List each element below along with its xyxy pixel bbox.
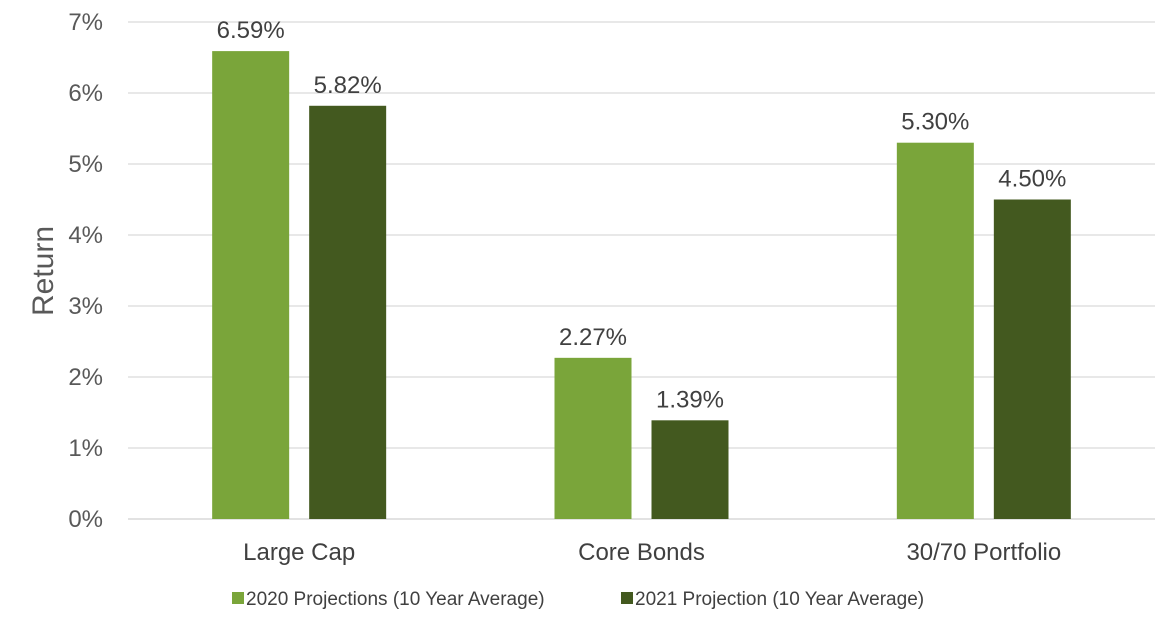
y-axis-ticks: 0% 1% 2% 3% 4% 5% 6% 7%: [68, 9, 103, 533]
bar: [554, 357, 632, 519]
y-tick-label: 3%: [68, 293, 103, 320]
legend-item: 2021 Projection (10 Year Average): [621, 589, 924, 610]
data-label: 5.82%: [314, 72, 382, 99]
y-tick-label: 6%: [68, 80, 103, 107]
x-category-label: Core Bonds: [578, 539, 705, 566]
y-tick-label: 2%: [68, 364, 103, 391]
legend-label: 2020 Projections (10 Year Average): [246, 589, 545, 610]
x-category-label: 30/70 Portfolio: [906, 539, 1061, 566]
y-tick-label: 0%: [68, 506, 103, 533]
bar: [896, 142, 974, 519]
data-label: 6.59%: [217, 17, 285, 44]
data-label: 5.30%: [901, 109, 969, 136]
bar: [993, 199, 1071, 519]
x-axis-categories: Large Cap Core Bonds 30/70 Portfolio: [243, 539, 1061, 566]
data-label: 2.27%: [559, 324, 627, 351]
legend-item: 2020 Projections (10 Year Average): [232, 589, 545, 610]
y-axis-title: Return: [27, 226, 60, 316]
y-tick-label: 4%: [68, 222, 103, 249]
data-label: 4.50%: [998, 166, 1066, 193]
bar: [212, 51, 290, 520]
legend-label: 2021 Projection (10 Year Average): [635, 589, 924, 610]
gridlines: [128, 21, 1155, 520]
y-tick-label: 5%: [68, 151, 103, 178]
x-category-label: Large Cap: [243, 539, 355, 566]
bar: [651, 420, 729, 519]
y-tick-label: 1%: [68, 435, 103, 462]
legend-swatch: [232, 592, 244, 604]
data-label: 1.39%: [656, 386, 724, 413]
legend-swatch: [621, 592, 633, 604]
bar: [309, 105, 387, 519]
legend: 2020 Projections (10 Year Average) 2021 P…: [232, 589, 924, 610]
data-labels: 6.59% 5.82% 2.27% 1.39% 5.30% 4.50%: [217, 17, 1067, 413]
bars: [212, 51, 1071, 520]
y-tick-label: 7%: [68, 9, 103, 36]
